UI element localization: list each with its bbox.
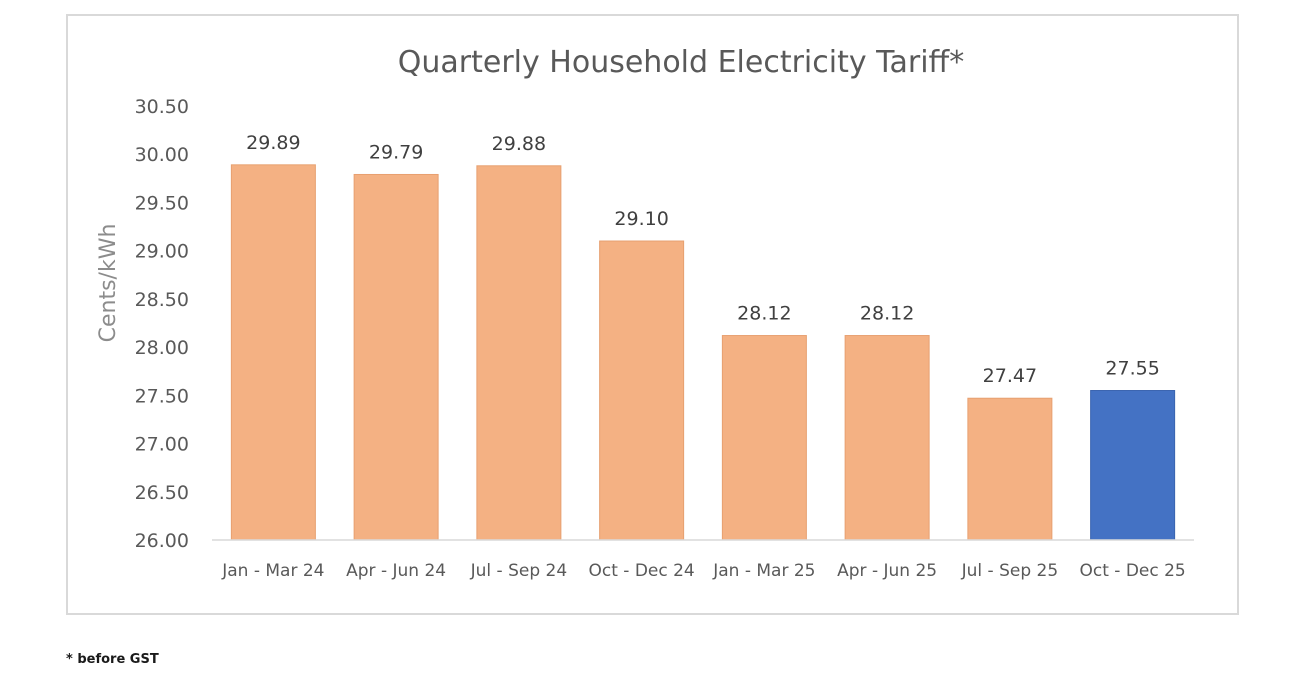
data-label: 28.12 bbox=[737, 303, 791, 325]
x-tick-label: Jul - Sep 25 bbox=[961, 561, 1059, 581]
bar bbox=[844, 335, 930, 541]
data-label: 29.89 bbox=[246, 132, 300, 154]
y-axis-ticks: 26.00 26.50 27.00 27.50 28.00 28.50 29.00 29.50… bbox=[135, 96, 189, 552]
footnote: * before GST bbox=[66, 652, 159, 667]
y-tick-label: 28.50 bbox=[135, 289, 189, 311]
y-tick-label: 30.00 bbox=[135, 144, 189, 166]
bar bbox=[599, 240, 685, 541]
chart-title: Quarterly Household Electricity Tariff* bbox=[398, 45, 964, 80]
bars bbox=[230, 164, 1176, 541]
data-label: 29.10 bbox=[614, 208, 668, 230]
bar bbox=[476, 165, 562, 541]
y-tick-label: 26.50 bbox=[135, 482, 189, 504]
y-tick-label: 27.50 bbox=[135, 385, 189, 407]
y-tick-label: 29.00 bbox=[135, 241, 189, 263]
bar bbox=[1090, 390, 1176, 541]
y-tick-label: 28.00 bbox=[135, 337, 189, 359]
y-tick-label: 26.00 bbox=[135, 530, 189, 552]
x-axis-ticks: Jan - Mar 24 Apr - Jun 24 Jul - Sep 24 Oct … bbox=[221, 561, 1186, 581]
data-label: 29.88 bbox=[492, 133, 546, 155]
data-label: 29.79 bbox=[369, 141, 423, 163]
data-label: 27.55 bbox=[1105, 358, 1159, 380]
y-tick-label: 29.50 bbox=[135, 192, 189, 214]
x-tick-label: Jan - Mar 25 bbox=[712, 561, 815, 581]
y-tick-label: 30.50 bbox=[135, 96, 189, 118]
bar bbox=[230, 164, 316, 541]
bar bbox=[967, 397, 1053, 541]
x-tick-label: Jan - Mar 24 bbox=[221, 561, 324, 581]
x-tick-label: Apr - Jun 25 bbox=[837, 561, 937, 581]
x-tick-label: Oct - Dec 25 bbox=[1079, 561, 1185, 581]
y-tick-label: 27.00 bbox=[135, 434, 189, 456]
x-tick-label: Oct - Dec 24 bbox=[588, 561, 694, 581]
bar bbox=[721, 335, 807, 541]
y-axis-label: Cents/kWh bbox=[96, 224, 121, 343]
x-tick-label: Jul - Sep 24 bbox=[470, 561, 568, 581]
data-label: 27.47 bbox=[983, 365, 1037, 387]
value-labels: 29.89 29.79 29.88 29.10 28.12 28.12 27.47 27.55 bbox=[246, 132, 1160, 387]
data-label: 28.12 bbox=[860, 303, 914, 325]
bar bbox=[353, 173, 439, 541]
x-tick-label: Apr - Jun 24 bbox=[346, 561, 446, 581]
